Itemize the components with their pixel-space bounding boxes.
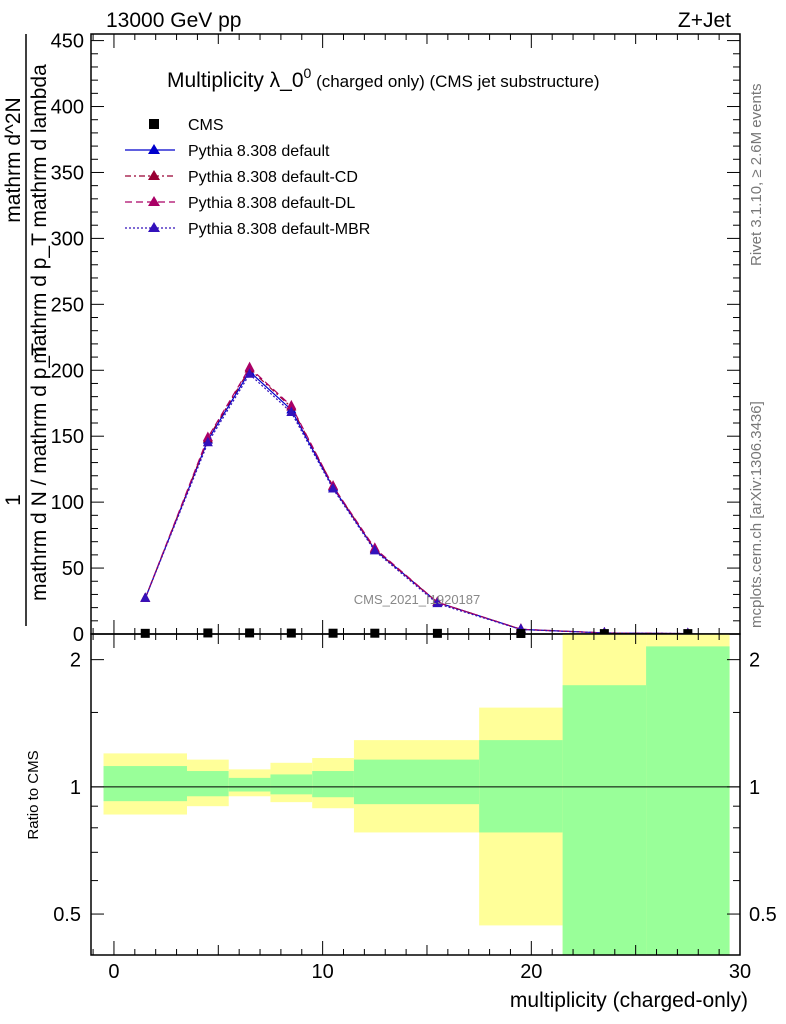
x-tick-label: 0 — [108, 961, 119, 983]
chart-title-main: Multiplicity λ_0 — [167, 69, 304, 92]
ratio-tick-label: 2 — [70, 650, 81, 672]
series-marker — [328, 482, 339, 493]
y-tick-label: 350 — [51, 162, 84, 184]
ratio-tick-label: 2 — [749, 650, 760, 672]
y-tick-label: 50 — [62, 558, 84, 580]
series-marker — [140, 592, 151, 602]
y-axis-label-denominator: mathrm d N / mathrm d p_T — [28, 343, 51, 601]
series-marker — [432, 597, 443, 608]
legend-marker — [148, 144, 160, 154]
series-line — [144, 373, 688, 635]
ratio-tick-label: 0.5 — [749, 904, 777, 926]
legend-label: Pythia 8.308 default-DL — [188, 195, 355, 212]
series-marker — [202, 436, 213, 447]
x-tick-label: 30 — [729, 961, 751, 983]
y-tick-label: 150 — [51, 426, 84, 448]
y-tick-label: 100 — [51, 492, 84, 514]
stat-uncertainty-band — [270, 774, 313, 795]
data-marker — [286, 628, 296, 638]
legend-label: Pythia 8.308 default-MBR — [188, 221, 370, 238]
series-marker — [244, 368, 255, 378]
data-marker — [245, 628, 255, 638]
legend-marker — [148, 170, 160, 180]
chart-title-superscript: 0 — [304, 65, 312, 81]
ratio-tick-label: 1 — [749, 777, 760, 799]
ratio-y-axis-label: Ratio to CMS — [25, 750, 42, 839]
y-tick-label: 300 — [51, 228, 84, 250]
stat-uncertainty-band — [479, 740, 563, 833]
chart-title: Multiplicity λ_00 (charged only) (CMS je… — [167, 65, 600, 92]
y-tick-label: 400 — [51, 97, 84, 119]
series-marker — [369, 544, 380, 555]
x-axis-label: multiplicity (charged-only) — [510, 989, 748, 1012]
legend-label: Pythia 8.308 default-CD — [188, 169, 358, 186]
watermark: CMS_2021_I1920187 — [354, 592, 481, 607]
y-axis-label-bottom: mathrm d p_T mathrm d lambda — [28, 64, 51, 364]
series-marker — [244, 361, 255, 372]
stat-uncertainty-band — [228, 777, 271, 792]
stat-uncertainty-band — [646, 646, 730, 955]
y-axis-label-top: mathrm d^2N — [2, 97, 25, 222]
legend-label: CMS — [188, 117, 224, 134]
y-tick-label: 0 — [73, 624, 84, 646]
data-marker — [328, 628, 338, 638]
y-tick-label: 250 — [51, 294, 84, 316]
y-tick-label: 450 — [51, 31, 84, 53]
ratio-tick-label: 0.5 — [53, 904, 81, 926]
stat-uncertainty-band — [353, 759, 480, 805]
header-right-label: Z+Jet — [678, 9, 731, 32]
ratio-plot-frame — [90, 633, 741, 956]
chart-title-suffix: (charged only) (CMS jet substructure) — [311, 72, 599, 91]
y-tick-label: 200 — [51, 360, 84, 382]
y-axis-label: 1 mathrm d^2N mathrm d N / mathrm d p_T … — [2, 34, 51, 626]
x-tick-label: 10 — [312, 961, 334, 983]
mcplots-label: mcplots.cern.ch [arXiv:1306.3436] — [748, 401, 765, 628]
stat-uncertainty-band — [186, 771, 229, 797]
legend-marker — [148, 222, 160, 232]
ratio-tick-label: 1 — [70, 777, 81, 799]
legend: CMS Pythia 8.308 default Pythia 8.308 defa… — [125, 117, 370, 238]
stat-uncertainty-band — [312, 771, 354, 798]
y-axis-label-numerator: 1 — [2, 494, 25, 506]
legend-marker-cms — [149, 119, 159, 129]
data-marker — [370, 628, 380, 638]
stat-uncertainty-band — [562, 685, 647, 955]
series-marker — [286, 399, 297, 410]
rivet-label: Rivet 3.1.10, ≥ 2.6M events — [748, 84, 765, 267]
series-marker — [286, 406, 297, 416]
legend-label: Pythia 8.308 default — [188, 143, 330, 160]
x-tick-label: 20 — [520, 961, 542, 983]
stat-uncertainty-band — [103, 766, 187, 802]
data-marker — [203, 628, 213, 638]
header-left-label: 13000 GeV pp — [106, 9, 241, 32]
ratio-plot: 0 10 20 30 0.5 0.5 1 1 2 2 — [53, 633, 777, 983]
legend-marker — [148, 196, 160, 206]
